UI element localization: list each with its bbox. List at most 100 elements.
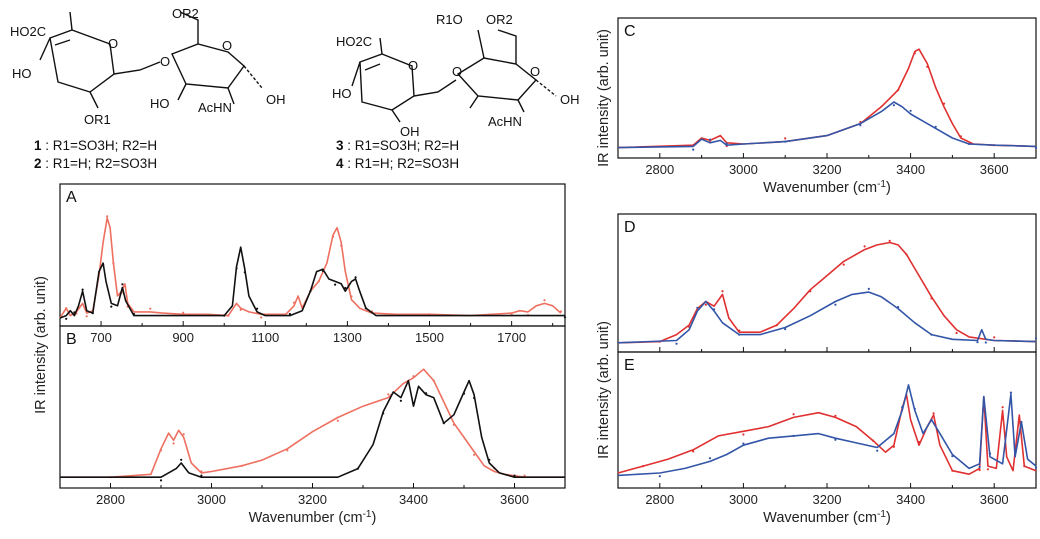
struct2-label-6: HO — [332, 86, 352, 101]
struct2-label-5: O — [530, 64, 540, 79]
data-point — [73, 311, 76, 314]
data-point — [350, 295, 353, 298]
data-point — [809, 290, 812, 293]
struct1-label-5: HO — [12, 66, 32, 81]
data-point — [425, 392, 428, 395]
data-point — [775, 324, 778, 327]
data-point — [309, 290, 312, 293]
data-point — [227, 314, 230, 317]
panel-frame — [59, 183, 566, 327]
series-black-points — [65, 263, 567, 320]
data-point — [488, 458, 491, 461]
data-point — [239, 308, 242, 311]
data-point — [713, 308, 716, 311]
data-point — [696, 306, 699, 309]
data-point — [340, 244, 343, 247]
struct1-label-6: OR1 — [84, 112, 111, 127]
panel-letter: D — [624, 219, 636, 236]
compound-4-label: 4 : R1=H; R2=SO3H — [336, 156, 459, 171]
data-point — [784, 328, 787, 331]
data-point — [959, 135, 962, 138]
series-red-line — [617, 393, 1037, 476]
data-point — [876, 449, 879, 452]
data-point — [978, 468, 981, 472]
data-point — [412, 375, 415, 378]
data-point — [892, 445, 896, 448]
data-point — [1020, 420, 1023, 424]
data-point — [708, 138, 712, 141]
data-point — [452, 423, 455, 426]
panel-d: D — [617, 213, 1038, 353]
x-tick-label: 3600 — [980, 492, 1009, 507]
data-point — [563, 316, 567, 319]
data-point — [1034, 146, 1038, 150]
data-point — [65, 307, 68, 310]
data-point — [336, 419, 339, 422]
structure-3-4 — [351, 29, 557, 123]
struct1-label-3: O — [160, 54, 170, 69]
data-point — [288, 312, 291, 316]
data-point — [110, 305, 113, 308]
struct2-label-3: O — [408, 58, 418, 73]
structure-1-2 — [39, 11, 263, 109]
series-red-line — [617, 241, 1037, 344]
compound-1-label: 1 : R1=SO3H; R2=H — [34, 138, 157, 153]
struct2-label-0: R1O — [436, 12, 463, 27]
data-point — [223, 314, 226, 317]
data-point — [951, 455, 954, 458]
series-black-line — [59, 246, 565, 319]
data-point — [725, 142, 728, 145]
data-point — [742, 442, 745, 445]
data-point — [286, 449, 289, 452]
data-point — [182, 311, 185, 314]
panel-e: E 2800 3000 3200 3400 3600 Wavenumber (cm-1) — [617, 351, 1038, 526]
x-tick-label: 2800 — [645, 492, 674, 507]
x-tick-label: 1300 — [333, 330, 362, 345]
data-point — [704, 303, 707, 306]
data-point — [968, 142, 971, 146]
data-point — [462, 392, 466, 395]
panel-a: A 700 900 1100 1300 1500 1700 — [59, 183, 567, 345]
data-point — [942, 102, 946, 105]
data-point — [356, 467, 359, 470]
data-point — [344, 286, 347, 290]
data-point — [897, 88, 900, 92]
series-blue-points — [658, 391, 1038, 478]
x-tick-label: 700 — [90, 330, 112, 345]
struct2-label-4: O — [452, 64, 462, 79]
data-point — [317, 280, 320, 283]
struct1-label-4: O — [222, 38, 232, 53]
data-point — [412, 401, 415, 405]
data-point — [240, 464, 243, 467]
x-tick-label: 3000 — [197, 492, 226, 507]
compound-1-text: : R1=SO3H; R2=H — [42, 138, 158, 153]
x-tick-label: 1100 — [251, 330, 279, 345]
data-point — [159, 479, 163, 482]
data-point — [260, 316, 263, 319]
compound-4-number: 4 — [336, 156, 344, 171]
series-red-line — [617, 48, 1037, 149]
x-axis-title: Wavenumber (cm-1) — [763, 179, 891, 196]
data-point — [334, 283, 337, 286]
panel-letter: B — [66, 331, 77, 348]
struct1-label-2: O — [108, 36, 118, 51]
structure-1-2-labels: HO2C OR2 O O O HO OR1 HO AcHN OH — [10, 6, 286, 127]
series-blue-points — [692, 104, 1038, 151]
data-point — [834, 438, 837, 441]
data-point — [932, 412, 935, 415]
data-point — [993, 336, 996, 339]
left-y-axis-title: IR intensity (arb. unit) — [33, 276, 49, 414]
data-point — [905, 253, 908, 256]
data-point — [658, 475, 661, 478]
data-point — [692, 148, 695, 151]
x-tick-label: 3200 — [813, 162, 842, 177]
struct1-label-9: OH — [266, 92, 286, 107]
data-point — [382, 412, 385, 415]
data-point — [721, 290, 724, 293]
data-point — [121, 283, 124, 286]
data-point — [1001, 406, 1004, 409]
series-blue-line — [617, 384, 1037, 477]
compound-3-number: 3 — [336, 138, 344, 153]
data-point — [182, 433, 185, 436]
